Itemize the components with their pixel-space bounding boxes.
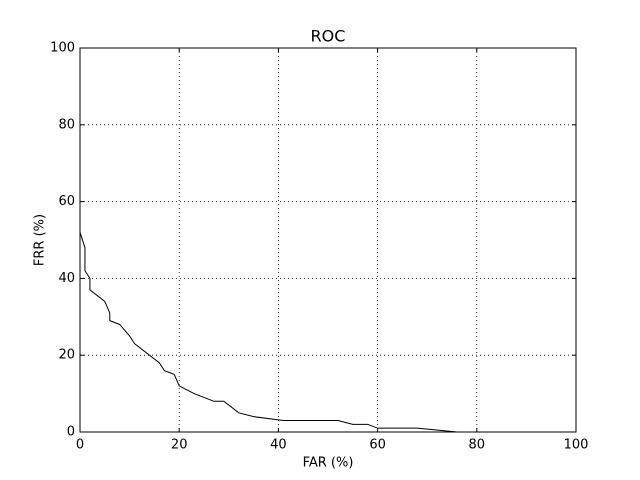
y-tick-label: 80 [58,117,75,132]
x-tick-label: 100 [564,438,589,453]
x-tick-label: 60 [369,438,386,453]
y-tick-label: 20 [58,348,75,363]
x-tick-label: 20 [171,438,188,453]
x-axis-label: FAR (%) [303,456,354,471]
plot-frame [79,47,577,433]
y-tick-label: 0 [67,425,75,440]
chart-title: ROC [311,27,346,46]
y-tick-label: 100 [50,41,75,56]
x-tick-label: 80 [469,438,486,453]
line-series [79,232,576,433]
x-tick-label: 40 [270,438,287,453]
y-axis-label: FRR (%) [33,214,48,266]
y-tick-label: 60 [58,194,75,209]
y-tick-label: 40 [58,271,75,286]
x-tick-label: 0 [76,438,84,453]
